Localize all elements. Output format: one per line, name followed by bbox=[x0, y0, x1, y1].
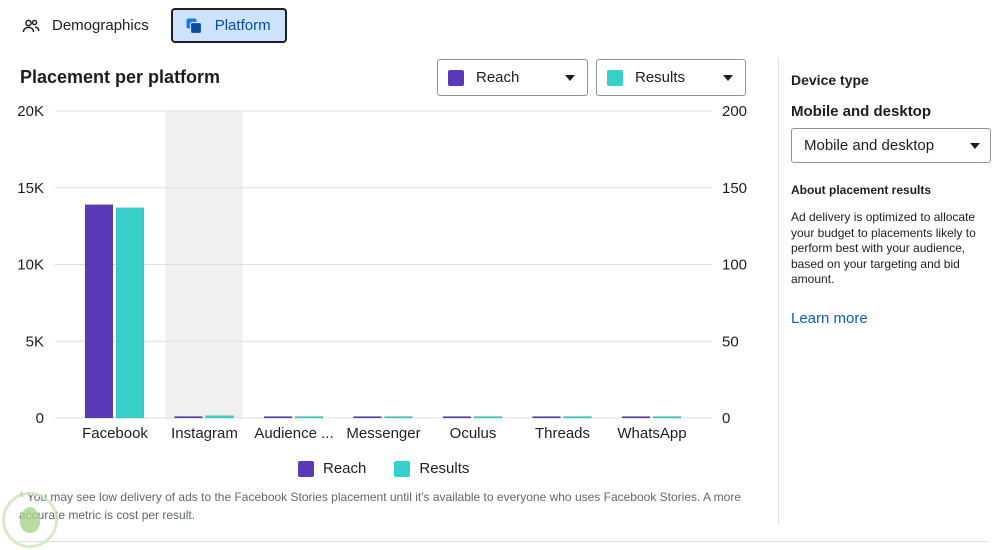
bar-reach bbox=[353, 416, 382, 419]
y-right-tick-label: 0 bbox=[722, 410, 730, 427]
results-swatch bbox=[607, 69, 623, 86]
platform-icon bbox=[185, 17, 203, 35]
y-left-tick-label: 20K bbox=[17, 103, 44, 120]
metric-select-label: Reach bbox=[476, 69, 520, 86]
y-left-tick-label: 5K bbox=[26, 333, 44, 350]
y-right-tick-label: 50 bbox=[722, 333, 739, 350]
tab-label: Platform bbox=[214, 17, 271, 34]
bar-results bbox=[563, 416, 592, 419]
about-heading: About placement results bbox=[791, 183, 932, 197]
x-tick-label: Messenger bbox=[346, 425, 420, 442]
bar-reach bbox=[84, 204, 114, 419]
x-tick-label: Facebook bbox=[82, 425, 148, 442]
metric-select-results[interactable]: Results bbox=[596, 59, 746, 96]
metric-select-label: Results bbox=[635, 69, 686, 86]
side-panel: Device type Mobile and desktop Mobile an… bbox=[791, 72, 991, 328]
tab-label: Demographics bbox=[52, 17, 149, 34]
device-type-value: Mobile and desktop bbox=[804, 137, 935, 154]
bar-reach bbox=[174, 416, 203, 419]
watermark-logo bbox=[2, 492, 58, 548]
about-text: Ad delivery is optimized to allocate you… bbox=[791, 210, 976, 286]
placement-bar-chart: 0 0 5K 50 10K 100 15K 150 20K 200 Facebook Instagra… bbox=[17, 103, 747, 442]
x-tick-label: Threads bbox=[535, 425, 590, 442]
legend-label: Reach bbox=[323, 460, 367, 477]
people-icon bbox=[22, 17, 40, 35]
learn-more-link[interactable]: Learn more bbox=[791, 309, 868, 327]
device-type-select[interactable]: Mobile and desktop bbox=[791, 128, 991, 163]
bar-results bbox=[473, 416, 503, 419]
device-type-subheading: Mobile and desktop bbox=[791, 103, 932, 120]
x-tick-label: Oculus bbox=[450, 425, 497, 442]
legend-swatch bbox=[298, 460, 314, 477]
y-left-tick-label: 15K bbox=[17, 180, 44, 197]
device-type-heading: Device type bbox=[791, 72, 869, 88]
tab-platform[interactable]: Platform bbox=[170, 8, 287, 43]
y-right-tick-label: 100 bbox=[722, 257, 747, 274]
bottom-divider bbox=[18, 541, 988, 542]
metric-select-reach[interactable]: Reach bbox=[437, 59, 588, 96]
bar-results bbox=[384, 416, 413, 419]
bar-reach bbox=[532, 416, 561, 419]
x-tick-label: Audience ... bbox=[254, 425, 333, 442]
bar-results bbox=[652, 416, 682, 419]
tab-demographics[interactable]: Demographics bbox=[14, 8, 163, 43]
bar-results bbox=[294, 416, 324, 419]
bar-reach bbox=[621, 416, 651, 419]
y-right-tick-label: 150 bbox=[722, 180, 747, 197]
y-left-tick-label: 10K bbox=[17, 257, 44, 274]
chevron-down-icon bbox=[565, 74, 575, 81]
tab-bar: Demographics Platform bbox=[14, 8, 287, 43]
legend-item-results[interactable]: Results bbox=[394, 460, 469, 477]
chart-title: Placement per platform bbox=[20, 67, 221, 87]
chevron-down-icon bbox=[970, 142, 980, 149]
leaf-icon bbox=[20, 507, 40, 533]
reach-swatch bbox=[448, 69, 464, 86]
footnote: * You may see low delivery of ads to the… bbox=[19, 490, 742, 522]
bar-results bbox=[205, 415, 234, 419]
y-left-tick-label: 0 bbox=[36, 410, 44, 427]
legend-swatch bbox=[394, 460, 411, 477]
bar-reach bbox=[442, 416, 472, 419]
chevron-down-icon bbox=[723, 74, 733, 81]
x-tick-label: WhatsApp bbox=[617, 425, 686, 442]
bar-reach bbox=[263, 416, 293, 419]
legend-item-reach[interactable]: Reach bbox=[298, 460, 366, 477]
y-right-tick-label: 200 bbox=[722, 103, 747, 120]
x-tick-label: Instagram bbox=[171, 425, 238, 442]
legend-label: Results bbox=[419, 460, 470, 477]
panel-divider bbox=[778, 58, 779, 524]
chart-legend: Reach Results bbox=[298, 460, 469, 477]
bar-results bbox=[115, 207, 145, 419]
